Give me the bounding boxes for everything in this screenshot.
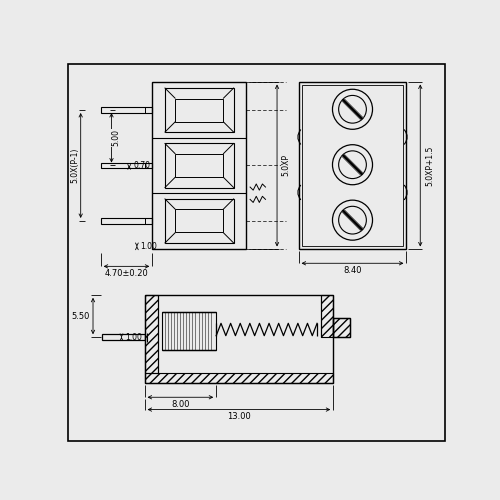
Bar (144, 295, 158, 372)
Bar (321, 295, 333, 337)
Bar (164, 143, 234, 188)
Bar (100, 163, 152, 168)
Bar (144, 295, 333, 384)
Bar (152, 82, 246, 249)
Text: 5.50: 5.50 (72, 312, 90, 320)
Text: 5.0X(P-1): 5.0X(P-1) (70, 148, 79, 183)
Bar (176, 210, 223, 233)
Bar (164, 198, 234, 244)
Bar (100, 218, 152, 224)
Text: 0.70: 0.70 (134, 161, 151, 170)
FancyArrowPatch shape (298, 186, 300, 200)
Bar (302, 86, 402, 245)
Bar (333, 318, 350, 337)
Text: 1.00: 1.00 (140, 242, 157, 251)
Text: 8.40: 8.40 (343, 266, 362, 274)
Bar (102, 334, 144, 340)
Text: 4.70±0.20: 4.70±0.20 (104, 268, 148, 278)
Bar (164, 88, 234, 132)
Text: 5.0XP: 5.0XP (282, 154, 290, 176)
Bar (176, 154, 223, 177)
Bar (176, 98, 223, 122)
Text: 5.0XP+1.5: 5.0XP+1.5 (425, 146, 434, 186)
Bar (144, 372, 333, 384)
Text: 13.00: 13.00 (227, 412, 251, 421)
FancyArrowPatch shape (298, 130, 300, 144)
Text: 1.00: 1.00 (126, 332, 142, 342)
Bar (333, 318, 350, 337)
Text: 5.00: 5.00 (112, 130, 120, 146)
Bar (162, 312, 216, 350)
Bar (100, 108, 152, 112)
FancyArrowPatch shape (404, 130, 407, 144)
Bar (298, 82, 406, 249)
Text: 8.00: 8.00 (171, 400, 190, 408)
FancyArrowPatch shape (404, 186, 407, 200)
